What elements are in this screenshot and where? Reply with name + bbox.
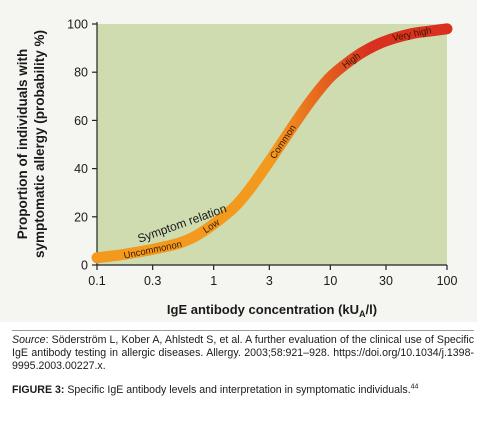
curve-band (91, 23, 453, 264)
x-tick-label: 10 (323, 274, 337, 288)
y-tick-label: 60 (74, 114, 88, 128)
x-tick-label: 0.3 (144, 274, 161, 288)
caption-divider (12, 330, 474, 331)
figure-panel: 0 20 40 60 80 100 0.1 0.3 1 3 10 30 100 Uncommonon L… (0, 0, 477, 322)
x-tick-label: 30 (379, 274, 393, 288)
figure-reference: 44 (410, 383, 419, 391)
x-axis-ticks: 0.1 0.3 1 3 10 30 100 (88, 265, 457, 288)
x-tick-label: 3 (266, 274, 273, 288)
x-tick-label: 1 (210, 274, 217, 288)
source-label: Source (12, 334, 46, 346)
y-tick-label: 0 (81, 259, 88, 273)
y-axis-label-line2: symptomatic allergy (probability %) (32, 30, 47, 258)
y-tick-label: 100 (67, 18, 88, 32)
x-tick-label: 100 (437, 274, 458, 288)
source-caption: Source: Söderström L, Kober A, Ahlstedt … (12, 334, 474, 374)
x-tick-label: 0.1 (88, 274, 105, 288)
y-axis-ticks: 0 20 40 60 80 100 (67, 18, 97, 273)
figure-text: Specific IgE antibody levels and interpr… (64, 384, 411, 396)
y-tick-label: 80 (74, 66, 88, 80)
probability-curve (91, 23, 453, 264)
source-text: : Söderström L, Kober A, Ahlstedt S, et … (12, 334, 474, 373)
figure-caption: FIGURE 3: Specific IgE antibody levels a… (12, 383, 474, 397)
plot-area (97, 24, 447, 265)
y-axis-label-line1: Proportion of individuals with (15, 49, 30, 240)
figure-label: FIGURE 3: (12, 384, 65, 396)
y-tick-label: 40 (74, 162, 88, 176)
x-axis-label: IgE antibody concentration (kUA/l) (167, 302, 377, 319)
y-tick-label: 20 (74, 210, 88, 224)
